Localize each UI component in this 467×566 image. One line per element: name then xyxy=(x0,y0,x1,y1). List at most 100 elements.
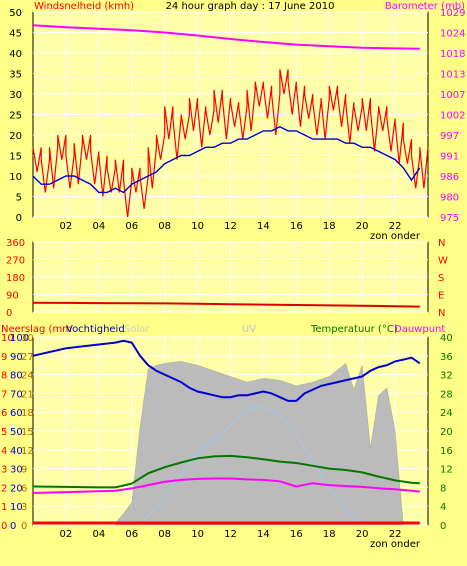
x-tick-label: 12 xyxy=(224,221,237,232)
solar-tick-label: 27 xyxy=(21,352,34,363)
x-tick-label: 10 xyxy=(191,529,204,540)
barometer-tick-label: 991 xyxy=(440,152,459,163)
direction-tick-label: 90 xyxy=(6,291,19,302)
temperature-tick-label: 36 xyxy=(440,352,453,363)
x-tick-label: 08 xyxy=(158,221,171,232)
direction-tick-labels: 0 90 180 270 360 xyxy=(6,238,25,319)
direction-tick-label: 360 xyxy=(6,238,25,249)
temperature-tick-label: 16 xyxy=(440,446,453,457)
humidity-axis-title: Vochtigheid xyxy=(66,324,125,335)
wind-tick-label: 0 xyxy=(16,213,22,224)
solar-series xyxy=(115,361,404,526)
x-tick-label: 04 xyxy=(92,221,105,232)
rain-tick-label: 9 xyxy=(1,352,7,363)
barometer-series xyxy=(32,24,420,50)
barometer-tick-label: 1018 xyxy=(440,49,465,60)
humidity-tick-label: 90 xyxy=(10,352,23,363)
direction-tick-label: 270 xyxy=(6,256,25,267)
wind-tick-label: 25 xyxy=(9,111,22,122)
chart-title: 24 hour graph day : 17 June 2010 xyxy=(166,1,335,12)
humidity-tick-label: 80 xyxy=(10,371,23,382)
compass-label: E xyxy=(438,291,444,302)
x-tick-label: 20 xyxy=(356,221,369,232)
humidity-tick-label: 40 xyxy=(10,446,23,457)
solar-tick-label: 24 xyxy=(21,371,34,382)
wind-tick-label: 30 xyxy=(9,90,22,101)
direction-tick-label: 180 xyxy=(6,273,25,284)
solar-tick-label: 21 xyxy=(21,389,34,400)
x-tick-label: 20 xyxy=(356,529,369,540)
temperature-tick-label: 24 xyxy=(440,408,453,419)
compass-label: W xyxy=(438,256,448,267)
humidity-tick-label: 50 xyxy=(10,427,23,438)
compass-label: N xyxy=(438,308,445,319)
rain-tick-label: 10 xyxy=(1,333,14,344)
x-tick-label: 02 xyxy=(60,529,73,540)
wind-tick-label: 50 xyxy=(9,8,22,19)
temperature-tick-label: 40 xyxy=(440,333,453,344)
wind-tick-label: 35 xyxy=(9,70,22,81)
solar-tick-label: 3 xyxy=(21,502,27,513)
wind-tick-label: 40 xyxy=(9,49,22,60)
humidity-tick-label: 10 xyxy=(10,502,23,513)
rain-tick-label: 7 xyxy=(1,389,7,400)
rain-tick-label: 5 xyxy=(1,427,7,438)
wind-speed-series xyxy=(32,69,429,218)
x-tick-label: 02 xyxy=(60,221,73,232)
solar-tick-label: 15 xyxy=(21,427,34,438)
rain-axis-title: Neerslag (mm xyxy=(1,324,72,335)
humidity-tick-label: 60 xyxy=(10,408,23,419)
x-tick-label: 22 xyxy=(389,529,402,540)
humidity-series xyxy=(32,339,421,402)
compass-label: S xyxy=(438,273,444,284)
humidity-tick-label: 0 xyxy=(10,521,16,532)
temperature-tick-label: 32 xyxy=(440,371,453,382)
barometer-tick-label: 1002 xyxy=(440,111,465,122)
sunset-label: zon onder xyxy=(370,231,421,242)
temperature-tick-label: 8 xyxy=(440,483,446,494)
solar-tick-label: 12 xyxy=(21,446,34,457)
uv-axis-title: UV xyxy=(242,324,256,335)
barometer-tick-label: 980 xyxy=(440,193,459,204)
solar-tick-label: 9 xyxy=(21,465,27,476)
temperature-tick-label: 20 xyxy=(440,427,453,438)
barometer-tick-label: 1029 xyxy=(440,8,465,19)
rain-tick-label: 6 xyxy=(1,408,7,419)
wind-tick-label: 20 xyxy=(9,131,22,142)
x-tick-label: 12 xyxy=(224,529,237,540)
solar-tick-label: 18 xyxy=(21,408,34,419)
barometer-axis-title: Barometer (mb) xyxy=(385,1,465,12)
x-tick-label: 06 xyxy=(125,221,138,232)
wind-tick-label: 15 xyxy=(9,152,22,163)
x-tick-label: 16 xyxy=(290,221,303,232)
x-tick-label: 04 xyxy=(92,529,105,540)
x-tick-label: 18 xyxy=(323,529,336,540)
barometer-tick-label: 975 xyxy=(440,213,459,224)
x-tick-label: 14 xyxy=(257,529,270,540)
barometer-tick-label: 1013 xyxy=(440,70,465,81)
rain-tick-label: 4 xyxy=(1,446,7,457)
humidity-tick-label: 20 xyxy=(10,483,23,494)
dewpoint-series xyxy=(32,477,420,494)
rain-tick-label: 3 xyxy=(1,465,7,476)
dewpoint-axis-title: Dauwpunt xyxy=(394,324,445,335)
rain-tick-label: 0 xyxy=(1,521,7,532)
wind-tick-label: 45 xyxy=(9,29,22,40)
wind-speed-axis-title: Windsnelheid (kmh) xyxy=(34,1,134,12)
temperature-tick-label: 28 xyxy=(440,389,453,400)
plot-layer: 0510152025303540455097598098699199710021… xyxy=(1,8,465,550)
barometer-tick-label: 1024 xyxy=(440,29,465,40)
x-tick-label: 22 xyxy=(389,221,402,232)
rain-tick-label: 8 xyxy=(1,371,7,382)
barometer-tick-label: 1007 xyxy=(440,90,465,101)
barometer-tick-label: 986 xyxy=(440,172,459,183)
temperature-series xyxy=(32,454,420,489)
rain-tick-label: 1 xyxy=(1,502,7,513)
wind-direction-series xyxy=(32,301,420,308)
rain-tick-label: 2 xyxy=(1,483,7,494)
temperature-tick-label: 4 xyxy=(440,502,446,513)
solar-tick-label: 30 xyxy=(21,333,34,344)
x-tick-label: 10 xyxy=(191,221,204,232)
